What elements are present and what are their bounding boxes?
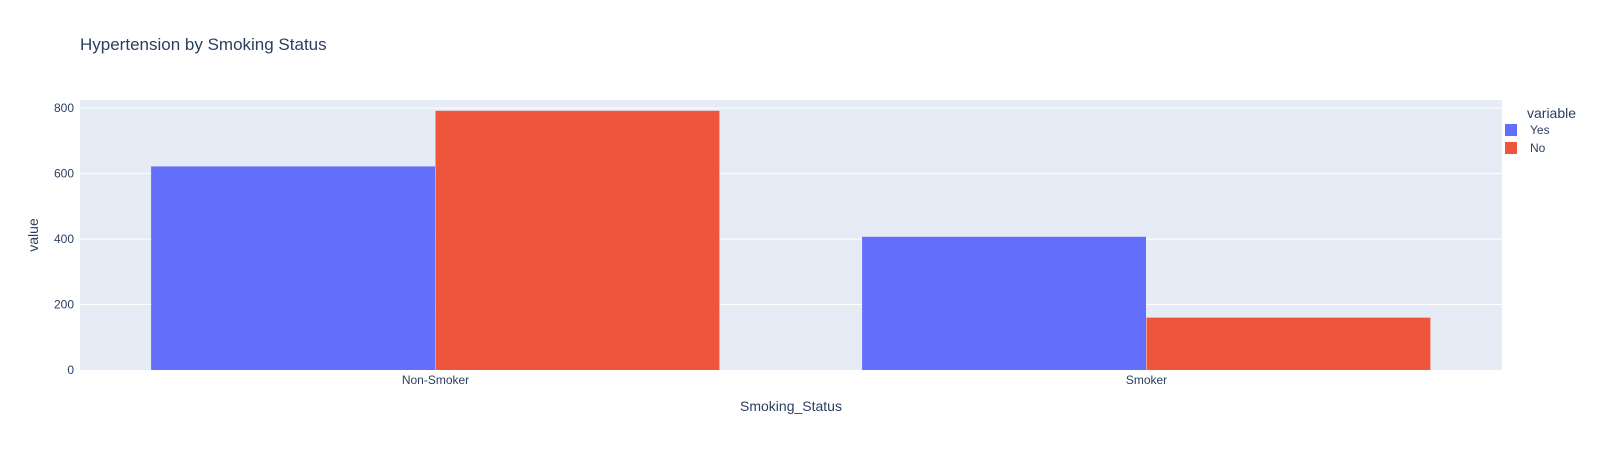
chart-title: Hypertension by Smoking Status: [80, 35, 327, 54]
x-axis-title: Smoking_Status: [740, 398, 842, 414]
y-axis-title: value: [25, 218, 41, 252]
y-tick-label: 400: [54, 232, 74, 246]
y-tick-label: 200: [54, 298, 74, 312]
legend-swatch-yes[interactable]: [1505, 124, 1517, 136]
legend: variable Yes No: [1505, 105, 1576, 155]
legend-swatch-no[interactable]: [1505, 142, 1517, 154]
bar-yes-smoker[interactable]: [862, 236, 1146, 370]
y-tick-label: 0: [67, 363, 74, 377]
legend-title: variable: [1527, 105, 1576, 121]
x-axis-ticks: Non-Smoker Smoker: [402, 373, 1167, 387]
bar-yes-non-smoker[interactable]: [151, 166, 435, 370]
y-tick-label: 600: [54, 167, 74, 181]
legend-label-no[interactable]: No: [1530, 141, 1546, 155]
x-tick-label: Non-Smoker: [402, 373, 469, 387]
bars-layer: [151, 110, 1431, 371]
x-tick-label: Smoker: [1126, 373, 1167, 387]
y-axis-ticks: 0 200 400 600 800: [54, 101, 74, 377]
bar-no-non-smoker[interactable]: [435, 110, 720, 371]
y-tick-label: 800: [54, 101, 74, 115]
legend-label-yes[interactable]: Yes: [1530, 123, 1550, 137]
bar-no-smoker[interactable]: [1146, 317, 1431, 370]
